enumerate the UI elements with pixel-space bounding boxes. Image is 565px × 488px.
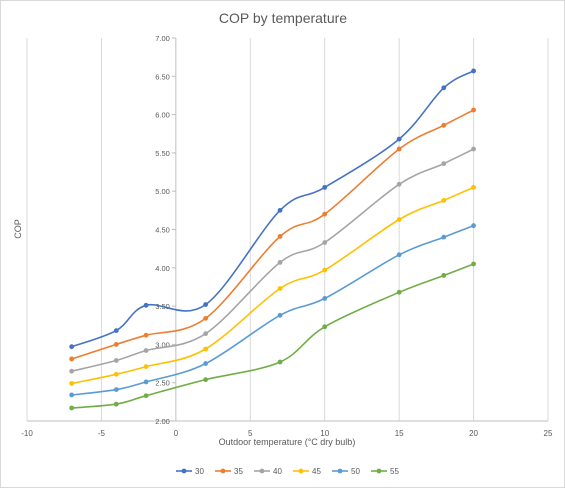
data-point-40	[322, 240, 328, 245]
legend: 30 35 40 45 50 55	[176, 467, 399, 476]
data-point-55	[113, 401, 119, 407]
legend-label-50: 50	[351, 467, 360, 476]
data-point-55	[322, 324, 328, 330]
data-point-40	[441, 161, 447, 167]
data-point-50	[441, 234, 447, 240]
x-tick-label: 0	[174, 429, 179, 438]
data-point-55	[441, 273, 447, 278]
series-line-40	[71, 148, 474, 372]
y-tick-label: 6.50	[155, 72, 170, 81]
data-point-40	[203, 331, 209, 337]
x-tick-label: 20	[469, 429, 478, 438]
data-point-40	[471, 146, 476, 152]
y-tick-label: 6.00	[155, 111, 170, 120]
data-point-30	[113, 328, 119, 334]
data-point-45	[113, 371, 119, 377]
y-tick-label: 4.00	[155, 264, 170, 273]
data-point-30	[471, 68, 476, 74]
data-point-40	[143, 348, 149, 353]
data-point-50	[143, 379, 149, 385]
data-point-40	[113, 358, 119, 363]
x-tick-label: 25	[544, 429, 553, 438]
data-point-35	[113, 342, 119, 347]
series-markers	[69, 68, 476, 411]
legend-marker-55	[376, 468, 382, 474]
data-point-30	[277, 207, 283, 213]
data-point-55	[471, 261, 476, 267]
axes: -10 -5 0 5 10 15 20 252.002.503.003.504.004.505…	[21, 34, 553, 438]
data-point-30	[143, 302, 149, 308]
data-point-30	[396, 136, 402, 142]
legend-marker-35	[220, 468, 226, 474]
legend-label-35: 35	[234, 467, 243, 476]
y-tick-label: 5.50	[155, 149, 170, 158]
legend-label-55: 55	[390, 467, 399, 476]
data-point-50	[113, 387, 119, 392]
data-point-45	[322, 267, 328, 273]
data-point-55	[203, 377, 209, 383]
data-point-40	[396, 181, 402, 187]
data-point-35	[396, 146, 402, 152]
legend-marker-30	[181, 468, 187, 474]
data-point-35	[441, 122, 447, 128]
data-point-50	[277, 312, 283, 318]
data-point-35	[471, 107, 476, 113]
data-point-35	[203, 315, 209, 321]
data-point-45	[143, 364, 149, 370]
x-tick-label: 15	[395, 429, 404, 438]
series-lines	[71, 70, 474, 409]
data-point-50	[471, 223, 476, 229]
data-point-30	[69, 344, 75, 350]
y-tick-label: 5.00	[155, 187, 170, 196]
legend-marker-50	[337, 468, 343, 474]
y-tick-label: 2.50	[155, 379, 170, 388]
y-axis-label: COP	[13, 219, 23, 239]
data-point-30	[322, 184, 328, 190]
data-point-45	[396, 217, 402, 222]
y-tick-label: 2.00	[155, 417, 170, 426]
x-tick-label: 10	[320, 429, 329, 438]
data-point-35	[322, 211, 328, 217]
data-point-55	[277, 359, 283, 365]
x-tick-label: 5	[248, 429, 253, 438]
data-point-30	[203, 302, 209, 307]
data-point-35	[277, 233, 283, 239]
gridlines	[26, 38, 549, 421]
legend-marker-40	[259, 468, 265, 474]
y-tick-label: 4.50	[155, 226, 170, 235]
data-point-35	[69, 356, 75, 362]
legend-label-45: 45	[312, 467, 321, 476]
series-line-30	[71, 70, 474, 348]
y-tick-label: 3.00	[155, 340, 170, 349]
data-point-30	[441, 85, 447, 91]
legend-label-40: 40	[273, 467, 282, 476]
data-point-50	[203, 361, 209, 366]
chart-title: COP by temperature	[219, 10, 347, 26]
data-point-45	[471, 184, 476, 190]
series-line-35	[71, 109, 474, 360]
y-tick-label: 7.00	[155, 34, 170, 43]
data-point-45	[203, 346, 209, 352]
data-point-50	[322, 296, 328, 301]
data-point-55	[69, 405, 75, 411]
data-point-45	[69, 381, 75, 386]
data-point-35	[143, 332, 149, 338]
data-point-50	[69, 392, 75, 398]
data-point-55	[396, 289, 402, 295]
data-point-40	[277, 260, 283, 265]
series-line-50	[71, 224, 474, 396]
legend-label-30: 30	[195, 467, 204, 476]
data-point-55	[143, 393, 149, 399]
data-point-45	[277, 286, 283, 291]
data-point-50	[396, 252, 402, 258]
series-line-45	[71, 186, 474, 385]
x-tick-label: -5	[98, 429, 106, 438]
x-tick-label: -10	[21, 429, 33, 438]
data-point-40	[69, 368, 75, 374]
x-axis-label: Outdoor temperature (°C dry bulb)	[219, 437, 356, 447]
data-point-45	[441, 197, 447, 203]
legend-marker-45	[298, 468, 304, 474]
